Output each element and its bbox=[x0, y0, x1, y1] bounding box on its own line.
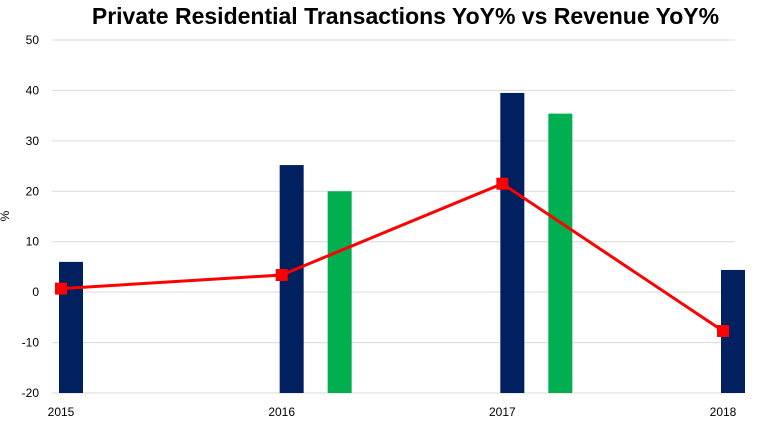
y-tick-label: 30 bbox=[26, 134, 40, 148]
y-tick-label: 50 bbox=[26, 33, 40, 47]
y-axis-label: % bbox=[0, 210, 12, 221]
line-point bbox=[275, 268, 288, 281]
bar bbox=[548, 113, 573, 393]
bars bbox=[59, 92, 745, 393]
line-point bbox=[717, 324, 729, 337]
bar bbox=[59, 261, 83, 393]
line-point bbox=[496, 177, 509, 190]
gridlines bbox=[52, 39, 735, 394]
x-tick-label: 2015 bbox=[48, 405, 75, 419]
chart-title: Private Residential Transactions YoY% vs… bbox=[91, 3, 720, 29]
x-axis-ticks: 2015 2016 2017 2018 bbox=[48, 405, 737, 419]
y-tick-label: 10 bbox=[26, 235, 40, 249]
y-tick-label: 20 bbox=[26, 184, 40, 198]
y-axis-ticks: 50 40 30 20 10 0 -10 -20 bbox=[22, 33, 40, 400]
bar bbox=[500, 92, 525, 393]
line-series bbox=[55, 177, 729, 337]
y-tick-label: 0 bbox=[32, 285, 39, 299]
y-tick-label: 40 bbox=[26, 83, 40, 97]
x-tick-label: 2018 bbox=[710, 405, 737, 419]
y-tick-label: -10 bbox=[22, 336, 40, 350]
x-tick-label: 2016 bbox=[268, 405, 295, 419]
y-tick-label: -20 bbox=[22, 386, 40, 400]
series-line bbox=[60, 182, 724, 333]
bar bbox=[327, 191, 352, 393]
x-tick-label: 2017 bbox=[489, 405, 516, 419]
line-point bbox=[55, 282, 67, 295]
